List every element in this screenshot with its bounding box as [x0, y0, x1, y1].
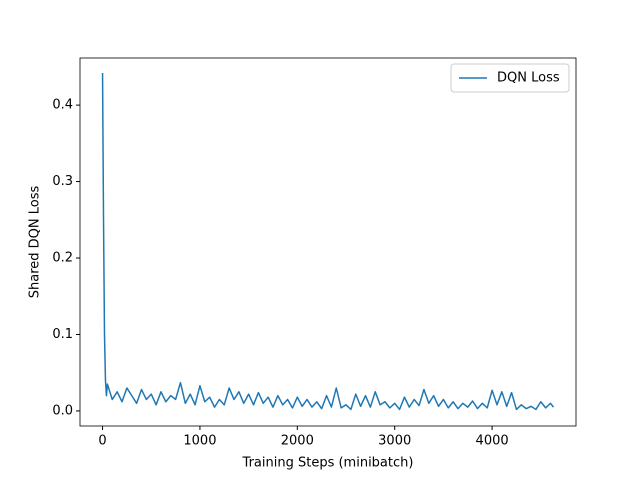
y-axis-label: Shared DQN Loss — [28, 186, 43, 299]
y-tick-label: 0.3 — [52, 174, 73, 189]
y-tick-label: 0.2 — [52, 251, 73, 266]
y-tick-label: 0.1 — [52, 327, 73, 342]
plot-frame — [79, 57, 577, 427]
y-tick-label: 0.0 — [52, 403, 73, 418]
x-tick-label: 1000 — [183, 434, 216, 449]
legend-box — [450, 63, 570, 93]
x-tick-label: 2000 — [281, 434, 314, 449]
x-axis-label: Training Steps (minibatch) — [242, 456, 414, 471]
y-tick-label: 0.4 — [52, 98, 73, 113]
x-tick-label: 3000 — [378, 434, 411, 449]
data-line — [101, 72, 555, 411]
x-tick-label: 0 — [98, 434, 106, 449]
legend-label: DQN Loss — [497, 71, 560, 86]
x-tick-label: 4000 — [476, 434, 509, 449]
